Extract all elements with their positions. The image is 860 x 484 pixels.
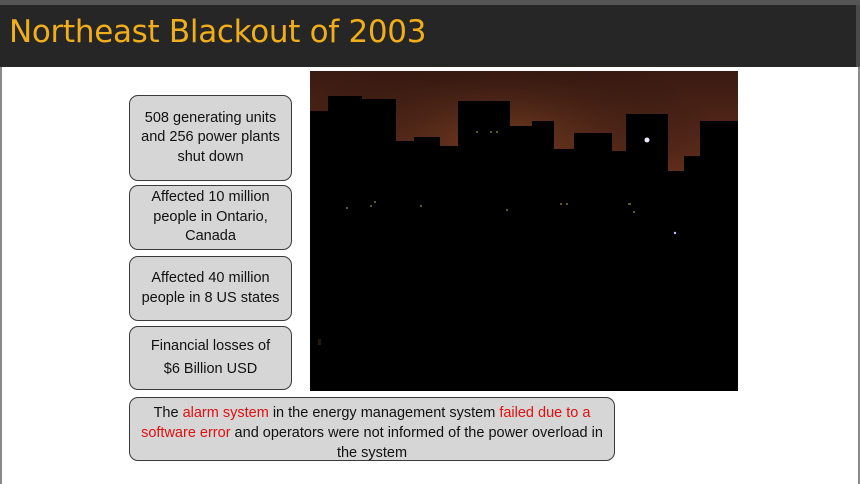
cause-text-part3: and operators were not informed of the p… (230, 425, 603, 461)
cause-text-part1: The (153, 405, 183, 421)
fact-financial-losses-text: Financial losses of $6 Billion USD (151, 335, 270, 381)
fact-ontario-affected: Affected 10 million people in Ontario, C… (129, 185, 292, 250)
top-strip (0, 0, 860, 5)
fact-ontario-affected-text: Affected 10 million people in Ontario, C… (151, 189, 270, 245)
title-bar: Northeast Blackout of 2003 (0, 5, 860, 67)
cause-highlight-alarm-system: alarm system (182, 405, 269, 421)
fact-us-affected: Affected 40 million people in 8 US state… (129, 256, 292, 321)
fact-financial-losses-line1: Financial losses of (150, 338, 271, 354)
fact-financial-losses-line2: $6 Billion USD (163, 361, 258, 377)
blackout-city-photo (310, 71, 738, 391)
fact-financial-losses: Financial losses of $6 Billion USD (129, 326, 292, 390)
slide-title: Northeast Blackout of 2003 (9, 14, 427, 50)
left-border (0, 67, 2, 484)
cause-explanation: The alarm system in the energy managemen… (129, 397, 615, 461)
cause-highlight-software-error: failed due to a software error (141, 405, 591, 441)
cause-text-part2: in the energy management system (268, 405, 500, 421)
right-border (858, 67, 860, 484)
fact-generating-units: 508 generating units and 256 power plant… (129, 95, 292, 181)
fact-generating-units-text: 508 generating units and 256 power plant… (141, 109, 280, 165)
fact-us-affected-text: Affected 40 million people in 8 US state… (141, 270, 280, 306)
